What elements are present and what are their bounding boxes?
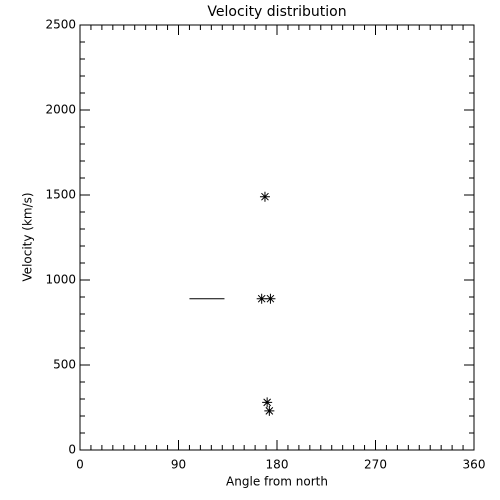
asterisk-point — [262, 397, 273, 408]
y-tick-label: 2500 — [45, 18, 76, 32]
y-axis-label: Velocity (km/s) — [21, 192, 35, 281]
y-tick-label: 1000 — [45, 273, 76, 287]
y-tick-label: 2000 — [45, 103, 76, 117]
asterisk-point — [264, 405, 275, 416]
x-tick-label: 0 — [76, 458, 84, 472]
y-tick-label: 500 — [53, 358, 76, 372]
asterisk-point — [256, 293, 267, 304]
asterisk-point — [259, 191, 270, 202]
plot-frame — [79, 24, 475, 451]
y-tick-label: 0 — [68, 443, 76, 457]
chart-title: Velocity distribution — [207, 4, 346, 20]
y-tick-label: 1500 — [45, 188, 76, 202]
x-tick-label: 270 — [364, 458, 387, 472]
x-axis-label: Angle from north — [226, 475, 328, 489]
x-tick-label: 360 — [463, 458, 486, 472]
asterisk-point — [265, 293, 276, 304]
x-tick-label: 90 — [171, 458, 186, 472]
x-tick-label: 180 — [266, 458, 289, 472]
